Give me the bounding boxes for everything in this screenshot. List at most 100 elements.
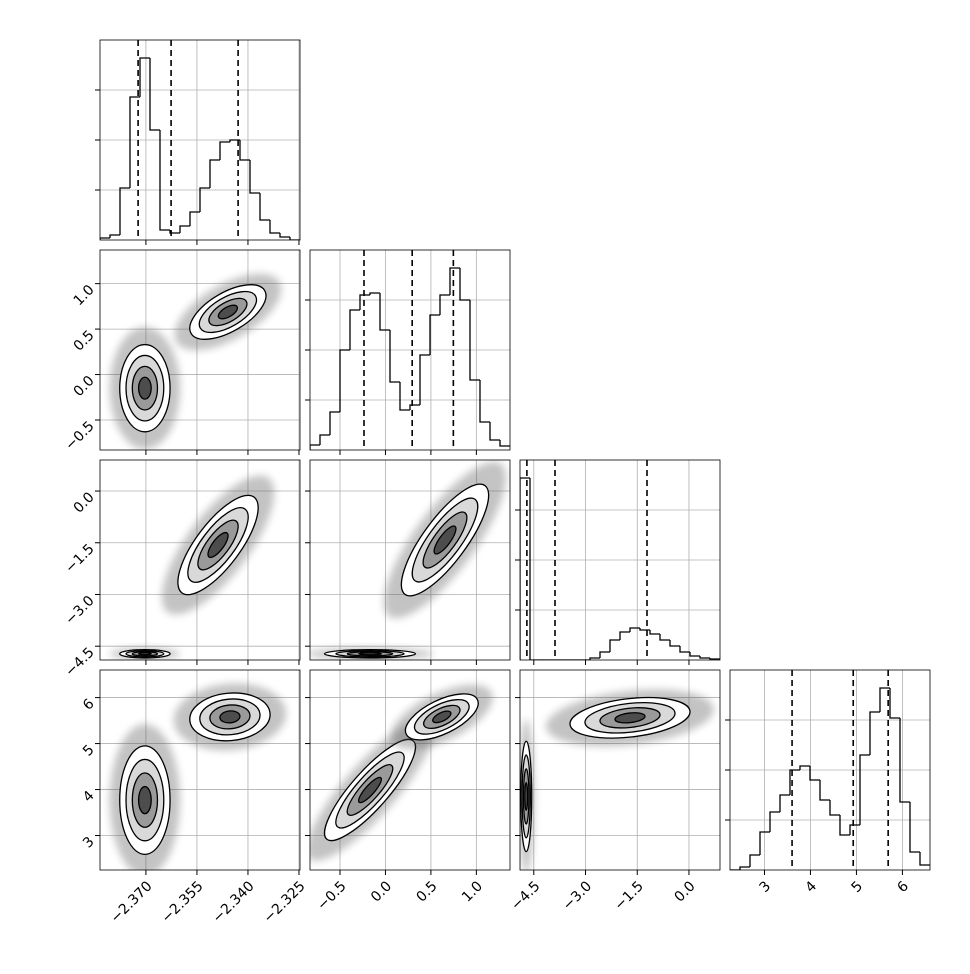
y-tick-label: 0.5	[71, 327, 98, 354]
panel-frame	[519, 459, 721, 661]
contour	[119, 745, 171, 856]
x-tick-label: 0.5	[414, 878, 441, 905]
hist-bin	[629, 627, 640, 632]
contour	[432, 710, 452, 724]
panel: −4.5 −3.0 −1.5 0.0	[62, 459, 301, 680]
hist-bin	[369, 292, 380, 295]
hist-bin	[449, 267, 460, 295]
hist-bin	[789, 769, 800, 795]
hist-bin	[329, 411, 340, 435]
y-tick-label: 6	[80, 696, 98, 714]
contour	[131, 365, 159, 411]
panel: −0.5 0.0 0.5 1.0	[305, 669, 511, 914]
panel-area	[100, 250, 300, 450]
hist-bin	[619, 631, 630, 640]
contour	[357, 652, 383, 656]
contour	[413, 699, 470, 735]
hist-bin	[769, 811, 780, 832]
y-tick-label: −3.0	[62, 593, 97, 628]
hist-bin	[779, 794, 790, 812]
panel-frame	[309, 249, 511, 451]
panel-area	[730, 670, 930, 870]
hist-bin	[749, 854, 760, 867]
panel	[305, 459, 511, 665]
contour	[137, 652, 152, 656]
hist-bin	[829, 800, 840, 816]
hist-bin	[499, 440, 510, 447]
hist-bin	[100, 237, 110, 240]
contour	[119, 343, 171, 433]
hist-bin	[310, 444, 320, 450]
panel-area	[310, 250, 510, 450]
hist-bin	[529, 478, 540, 660]
x-tick-label: −2.355	[159, 878, 207, 926]
contour	[125, 354, 165, 422]
contour	[198, 290, 258, 334]
density-fill	[358, 777, 382, 803]
contour	[199, 698, 261, 736]
density-fill	[207, 532, 229, 558]
contour	[584, 701, 676, 734]
panel: 3 4 5 6	[725, 669, 931, 896]
contour	[521, 754, 531, 839]
x-tick-label: −2.340	[210, 878, 258, 926]
contour	[346, 651, 394, 657]
hist-bin	[239, 140, 250, 161]
hist-bin	[159, 130, 170, 231]
x-tick-label: −2.370	[108, 878, 156, 926]
contour	[187, 507, 249, 583]
contour	[400, 483, 490, 597]
x-tick-label: 6	[894, 878, 912, 896]
contour	[422, 511, 468, 569]
hist-bin	[669, 640, 680, 647]
contour	[522, 768, 530, 825]
density-fill	[219, 710, 240, 723]
hist-bin	[179, 225, 190, 233]
contour	[219, 710, 241, 724]
panel: −2.370 −2.355 −2.340 −2.325 3 4 5 6	[80, 669, 309, 926]
hist-bin	[139, 57, 150, 97]
contour	[208, 297, 248, 327]
density-fill	[434, 526, 456, 554]
contour	[323, 649, 417, 659]
hist-bin	[259, 193, 270, 221]
hist-bin	[679, 646, 690, 653]
hist-bin	[219, 141, 230, 160]
contour	[335, 751, 405, 829]
hist-bin	[609, 639, 620, 652]
panel-frame	[519, 669, 721, 871]
contour	[137, 785, 152, 815]
contour	[197, 519, 239, 571]
x-tick-label: −0.5	[314, 878, 349, 913]
contour	[614, 712, 646, 724]
hist-bin	[359, 294, 370, 310]
contour	[131, 772, 159, 828]
contour	[125, 650, 165, 658]
hist-bin	[799, 765, 810, 770]
panel-area	[100, 40, 300, 240]
y-tick-label: −0.5	[62, 418, 97, 453]
hist-bin	[319, 434, 330, 445]
contour	[335, 650, 405, 658]
hist-bin	[289, 237, 300, 240]
hist-bin	[739, 866, 750, 870]
hist-bin	[109, 234, 120, 238]
hist-bin	[599, 651, 610, 658]
x-tick-label: 0.0	[672, 878, 699, 905]
x-tick-label: 1.0	[459, 878, 486, 905]
contour	[119, 649, 171, 659]
hist-bin	[699, 656, 710, 659]
hist-bin	[689, 652, 700, 657]
hist-bin	[249, 160, 260, 194]
hist-bin	[199, 187, 210, 212]
contour	[346, 764, 394, 816]
hist-bin	[869, 711, 880, 755]
hist-bin	[889, 688, 900, 719]
hist-bin	[469, 300, 480, 381]
contour	[411, 497, 479, 583]
hist-bin	[839, 815, 850, 836]
contour	[137, 376, 152, 400]
panel-frame	[309, 669, 511, 871]
y-tick-label: 3	[80, 834, 98, 852]
contour	[569, 696, 691, 739]
